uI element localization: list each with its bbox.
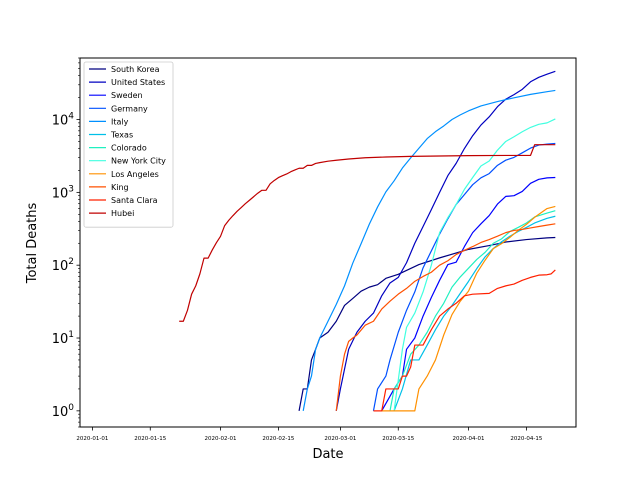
series-line-germany <box>372 142 556 411</box>
x-tick-label: 2020-02-15 <box>262 436 294 442</box>
x-tick-label: 2020-01-01 <box>76 436 108 442</box>
x-tick-label: 2020-04-01 <box>453 436 485 442</box>
series-line-south-korea <box>298 236 556 411</box>
series-line-united-states <box>335 70 556 411</box>
legend-label-los-angeles: Los Angeles <box>111 170 159 179</box>
y-axis-label: Total Deaths <box>25 202 40 284</box>
x-tick-label: 2020-03-01 <box>324 436 356 442</box>
legend-box <box>83 61 174 228</box>
legend-label-texas: Texas <box>110 131 133 140</box>
series-line-italy <box>302 89 556 411</box>
legend-label-hubei: Hubei <box>111 209 134 218</box>
y-ticks: 100 101 102 103 104 <box>52 57 80 428</box>
x-tick-label: 2020-04-15 <box>510 436 542 442</box>
legend-label-colorado: Colorado <box>111 144 147 153</box>
legend-label-south-korea: South Korea <box>111 65 160 74</box>
series-line-new-york-city <box>393 118 556 411</box>
x-tick-label: 2020-03-15 <box>382 436 414 442</box>
x-tick-label: 2020-02-01 <box>205 436 237 442</box>
legend-label-united-states: United States <box>111 78 165 87</box>
x-ticks: 2020-01-01 2020-01-15 2020-02-01 2020-02-15… <box>76 427 543 442</box>
series-line-king <box>335 223 556 411</box>
y-tick-label: 101 <box>52 330 74 347</box>
x-axis-label: Date <box>312 447 343 462</box>
y-tick-label: 103 <box>52 184 74 201</box>
legend-label-new-york-city: New York City <box>111 157 166 166</box>
series-line-hubei <box>179 144 556 322</box>
legend-label-santa-clara: Santa Clara <box>111 196 158 205</box>
y-tick-label: 100 <box>52 403 75 420</box>
x-tick-label: 2020-01-15 <box>134 436 166 442</box>
y-tick-label: 102 <box>52 257 74 274</box>
series-line-santa-clara <box>373 269 556 412</box>
axes-frame <box>79 57 577 428</box>
series-line-sweden <box>381 176 556 412</box>
series-layer <box>179 70 556 412</box>
y-tick-label: 104 <box>52 112 75 129</box>
legend-label-king: King <box>111 183 129 192</box>
series-line-texas <box>393 215 556 412</box>
legend: South Korea United States Sweden Germany Ita… <box>83 61 174 228</box>
legend-label-italy: Italy <box>111 117 129 126</box>
legend-label-sweden: Sweden <box>111 91 143 100</box>
legend-label-germany: Germany <box>111 104 148 113</box>
